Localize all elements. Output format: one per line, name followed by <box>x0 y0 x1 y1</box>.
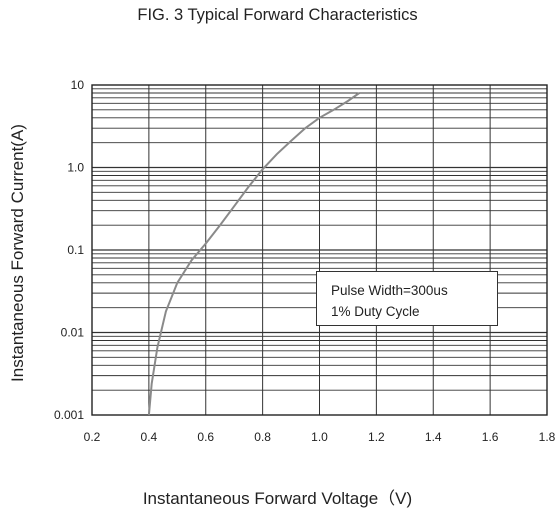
y-tick-labels: 0.001 0.01 0.1 1.0 10 <box>54 78 84 422</box>
x-tick-label: 1.6 <box>482 430 499 444</box>
x-tick-label: 1.0 <box>311 430 328 444</box>
y-tick-label: 1.0 <box>67 161 84 175</box>
x-tick-labels: 0.2 0.4 0.6 0.8 1.0 1.2 1.4 1.6 1.8 <box>84 430 555 444</box>
y-axis-label: Instantaneous Forward Current(A) <box>8 124 27 382</box>
annotation-line-2: 1% Duty Cycle <box>331 304 420 319</box>
grid-lines <box>91 84 548 416</box>
y-tick-label: 0.001 <box>54 408 84 422</box>
x-tick-label: 0.8 <box>254 430 271 444</box>
annotation-box: Pulse Width=300us 1% Duty Cycle <box>316 271 498 326</box>
y-tick-label: 0.1 <box>67 243 84 257</box>
y-tick-label: 0.01 <box>61 326 85 340</box>
x-tick-label: 0.2 <box>84 430 101 444</box>
x-tick-label: 1.8 <box>539 430 555 444</box>
x-tick-label: 0.6 <box>197 430 214 444</box>
chart-title: FIG. 3 Typical Forward Characteristics <box>137 6 418 24</box>
x-tick-label: 0.4 <box>141 430 158 444</box>
data-series <box>147 92 360 416</box>
annotation-line-1: Pulse Width=300us <box>331 283 448 298</box>
x-tick-label: 1.2 <box>368 430 385 444</box>
plot-border <box>91 84 548 416</box>
x-tick-label: 1.4 <box>425 430 442 444</box>
x-axis-label: Instantaneous Forward Voltage（V) <box>142 489 413 508</box>
y-tick-label: 10 <box>71 78 85 92</box>
forward-curve <box>147 92 360 416</box>
